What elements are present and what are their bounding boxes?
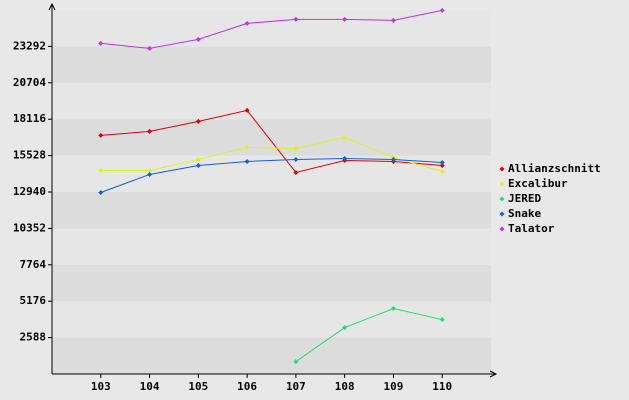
y-tick-label: 18116 — [13, 112, 46, 125]
point — [342, 16, 348, 22]
point — [195, 162, 201, 168]
x-tick-label: 104 — [140, 380, 160, 393]
plot-band — [52, 192, 491, 229]
x-tick-label: 105 — [188, 380, 208, 393]
point — [439, 168, 445, 174]
plot-band — [52, 301, 491, 338]
point — [147, 167, 153, 173]
y-tick-label: 20704 — [13, 76, 46, 89]
point — [244, 144, 250, 150]
series-line — [100, 109, 443, 174]
y-tick-label: 2588 — [20, 331, 47, 344]
y-tick-label: 23292 — [13, 39, 46, 52]
y-tick-label: 5176 — [20, 294, 47, 307]
point — [439, 162, 445, 168]
point — [98, 132, 104, 138]
legend-marker — [499, 181, 505, 187]
series-line — [100, 157, 443, 193]
plot-band — [52, 46, 491, 83]
series-line — [100, 136, 443, 172]
point — [147, 171, 153, 177]
plot-band — [52, 82, 491, 120]
point — [439, 159, 445, 165]
legend-marker — [499, 196, 505, 202]
plot-band — [52, 264, 491, 302]
point — [244, 20, 250, 26]
point — [390, 17, 396, 23]
point — [98, 40, 104, 46]
y-tick-label: 10352 — [13, 221, 46, 234]
legend-label: Snake — [508, 207, 541, 220]
x-tick-label: 108 — [335, 380, 355, 393]
x-tick-label: 109 — [384, 380, 404, 393]
plot-band — [52, 10, 491, 47]
x-tick-label: 107 — [286, 380, 306, 393]
point — [293, 16, 299, 22]
x-axis-arrow — [489, 370, 498, 378]
legend-marker — [499, 226, 505, 232]
point — [244, 158, 250, 164]
legend-label: Excalibur — [508, 177, 568, 190]
x-tick-label: 103 — [91, 380, 111, 393]
point — [293, 359, 299, 365]
x-tick-label: 106 — [237, 380, 257, 393]
y-axis-arrow — [48, 2, 56, 11]
point — [293, 145, 299, 151]
point — [390, 156, 396, 162]
point — [244, 107, 250, 113]
legend-marker — [499, 166, 505, 172]
point — [195, 156, 201, 162]
point — [439, 7, 445, 13]
plot-band — [52, 337, 491, 374]
y-tick-label: 7764 — [20, 258, 47, 271]
y-tick-label: 15528 — [13, 149, 46, 162]
point — [98, 189, 104, 195]
y-tick-label: 12940 — [13, 185, 46, 198]
point — [293, 156, 299, 162]
point — [342, 134, 348, 140]
point — [147, 45, 153, 51]
point — [195, 36, 201, 42]
plot-band — [52, 155, 491, 192]
x-tick-label: 110 — [432, 380, 452, 393]
point — [390, 306, 396, 312]
plot-band — [52, 228, 491, 265]
legend-label: Talator — [508, 222, 555, 235]
legend-marker — [499, 211, 505, 217]
series-line — [295, 308, 443, 363]
legend-label: Allianzschnitt — [508, 162, 601, 175]
point — [439, 317, 445, 323]
series-line — [100, 9, 443, 49]
point — [342, 155, 348, 161]
point — [342, 325, 348, 331]
legend-label: JERED — [508, 192, 541, 205]
point — [293, 169, 299, 175]
point — [147, 128, 153, 134]
point — [98, 167, 104, 173]
point — [195, 118, 201, 124]
plot-band — [52, 119, 491, 156]
